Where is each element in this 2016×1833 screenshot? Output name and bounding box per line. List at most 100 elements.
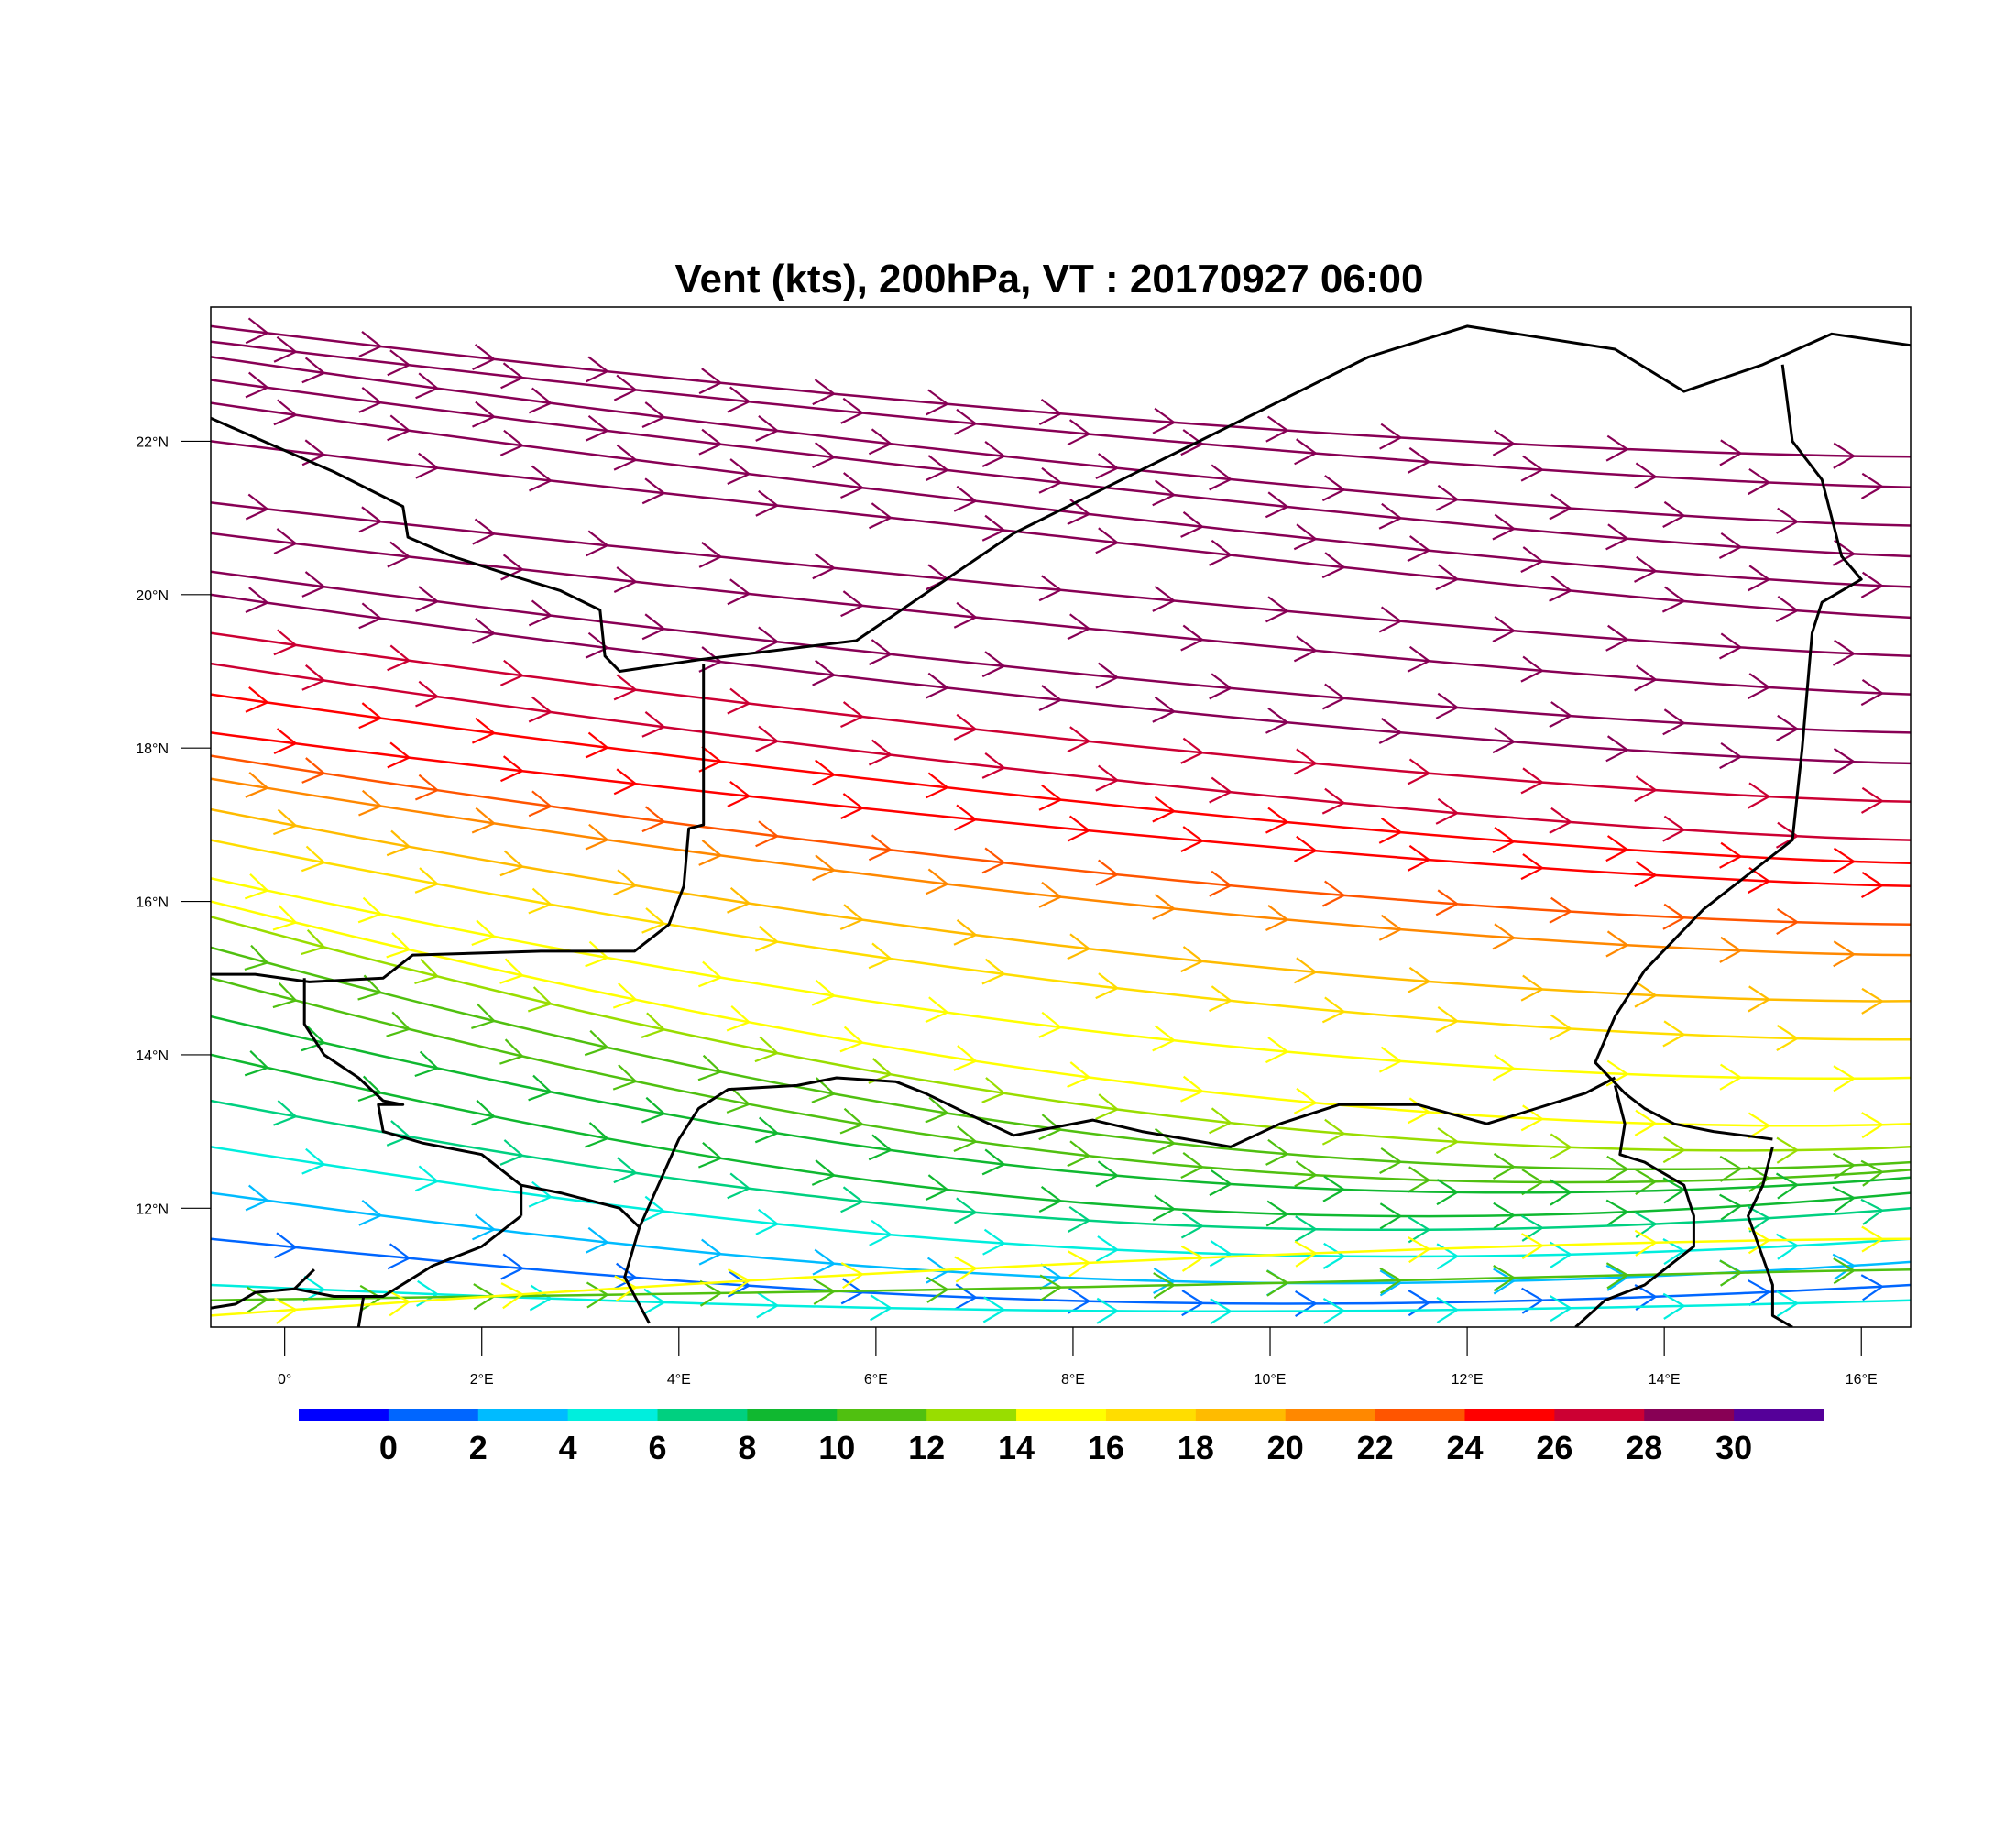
wind-arrow: [727, 386, 751, 413]
wind-arrow: [1776, 1024, 1800, 1052]
streamline: [211, 1237, 1911, 1305]
wind-arrow: [727, 1172, 751, 1200]
wind-arrow: [1152, 479, 1177, 507]
wind-arrow: [869, 639, 893, 665]
wind-arrow: [811, 1159, 837, 1186]
wind-arrow: [1152, 894, 1177, 920]
wind-arrow: [1662, 1292, 1686, 1320]
wind-arrow: [358, 506, 383, 533]
wind-arrow: [1492, 1054, 1517, 1081]
wind-arrow: [1492, 727, 1517, 754]
wind-arrow: [954, 1197, 978, 1224]
wind-arrow: [953, 1125, 978, 1153]
wind-arrow: [359, 1284, 383, 1312]
streamline: [211, 877, 1911, 1081]
wind-arrow: [244, 1050, 269, 1077]
wind-arrow: [1492, 1152, 1517, 1180]
wind-arrow: [1520, 974, 1545, 1002]
wind-arrow: [585, 1226, 609, 1254]
wind-arrow: [272, 982, 298, 1009]
wind-arrow: [1180, 429, 1205, 456]
wind-arrow: [1775, 821, 1800, 849]
wind-arrow: [386, 932, 411, 959]
wind-arrow: [868, 739, 893, 766]
wind-arrow: [954, 1256, 978, 1283]
wind-arrow: [472, 1213, 497, 1241]
streamline: [211, 662, 1911, 841]
wind-arrow: [529, 1284, 553, 1312]
wind-arrow: [953, 485, 978, 512]
wind-arrow: [1662, 903, 1686, 930]
colorbar-label: 6: [649, 1429, 667, 1466]
wind-arrow: [1095, 527, 1120, 554]
wind-arrow: [868, 428, 893, 456]
wind-arrow: [1038, 1186, 1063, 1213]
wind-arrow: [1209, 1169, 1233, 1197]
wind-arrow: [301, 928, 326, 956]
colorbar-label: 14: [998, 1429, 1035, 1466]
colorbar-swatch: [657, 1409, 748, 1421]
colorbar-swatch: [926, 1409, 1017, 1421]
wind-arrow: [1634, 861, 1658, 888]
wind-arrow: [1265, 807, 1289, 834]
wind-arrow: [981, 1148, 1006, 1176]
wind-arrow: [1293, 748, 1318, 775]
wind-arrow: [1067, 1206, 1091, 1233]
border-line: [1594, 364, 1863, 1141]
wind-arrow: [1067, 419, 1091, 446]
wind-arrow: [358, 702, 383, 730]
country-borders: [211, 324, 1911, 1327]
wind-arrow: [273, 399, 298, 426]
wind-arrow: [585, 530, 609, 557]
wind-arrow: [981, 1077, 1006, 1103]
colorbar-label: 2: [469, 1429, 488, 1466]
wind-arrow: [245, 686, 269, 713]
wind-arrow: [925, 996, 949, 1024]
wind-arrow: [1095, 859, 1120, 886]
wind-arrow: [839, 904, 865, 931]
border-line: [211, 324, 1911, 673]
wind-arrow: [698, 745, 723, 773]
colorbar: 0 2 4 6 8 10 12 14 16 18 20 22 24 26 28 30: [299, 1409, 1824, 1466]
streamline: [211, 1053, 1911, 1218]
wind-arrow: [1719, 1155, 1743, 1182]
wind-arrow: [528, 387, 553, 414]
wind-arrow: [471, 1099, 497, 1126]
streamline: [211, 1237, 1911, 1317]
wind-arrow: [472, 344, 497, 370]
wind-arrow: [1378, 718, 1403, 744]
wind-arrow: [301, 357, 326, 384]
wind-arrow: [613, 566, 638, 593]
colorbar-swatch: [747, 1409, 838, 1421]
wind-arrow: [1038, 881, 1063, 908]
wind-arrow: [613, 674, 638, 701]
wind-arrow: [1521, 1214, 1545, 1242]
wind-arrow: [726, 1004, 751, 1032]
wind-arrow: [1435, 797, 1460, 825]
border-line: [211, 664, 706, 983]
wind-arrow: [499, 1139, 525, 1166]
wind-arrow: [1321, 552, 1346, 579]
wind-arrow: [981, 651, 1006, 678]
wind-arrow: [698, 542, 723, 568]
wind-arrow: [925, 772, 949, 799]
streamline: [211, 501, 1911, 658]
wind-arrow: [641, 1012, 666, 1038]
wind-arrow: [698, 646, 723, 673]
wind-arrow: [727, 886, 751, 914]
wind-arrow: [415, 452, 440, 479]
wind-arrow: [1379, 1269, 1403, 1297]
wind-arrow: [1265, 1200, 1289, 1227]
wind-arrow: [840, 793, 865, 819]
border-line: [302, 978, 641, 1229]
streamline: [211, 916, 1911, 1152]
wind-arrow: [981, 752, 1006, 779]
wind-arrow: [386, 829, 411, 857]
wind-arrow: [1435, 1127, 1460, 1155]
wind-arrow: [1718, 632, 1743, 660]
wind-arrow: [358, 331, 383, 357]
wind-arrow: [839, 1107, 865, 1135]
wind-arrow: [415, 586, 440, 613]
wind-arrow: [953, 713, 978, 741]
lon-tick-label: 16°E: [1846, 1372, 1878, 1388]
